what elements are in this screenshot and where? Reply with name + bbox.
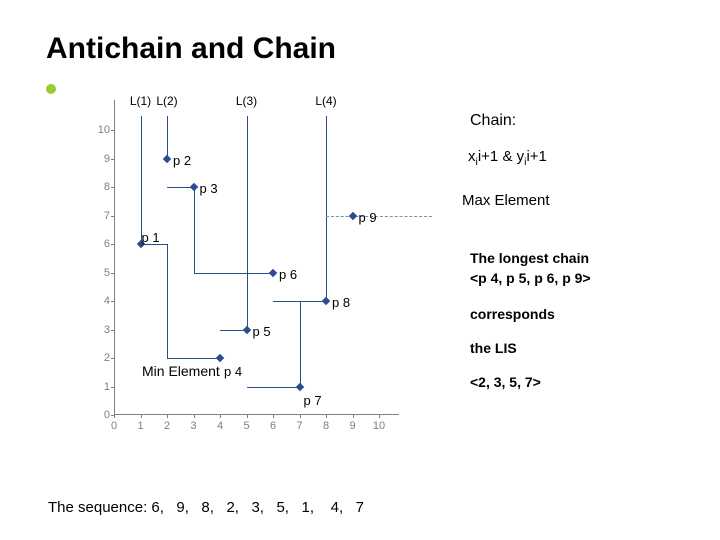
point-p3	[189, 183, 197, 191]
x-tick-mark	[220, 415, 221, 418]
x-tick: 8	[323, 420, 329, 432]
y-tick: 6	[92, 238, 110, 250]
chain-vline	[326, 116, 327, 301]
x-tick-mark	[353, 415, 354, 418]
chain-hline	[326, 216, 432, 217]
sequence-text: The sequence: 6, 9, 8, 2, 3, 5, 1, 4, 7	[48, 499, 364, 516]
chain-hline	[167, 358, 220, 359]
x-tick-mark	[273, 415, 274, 418]
x-tick: 1	[137, 420, 143, 432]
x-tick-mark	[326, 415, 327, 418]
point-label-p5: p 5	[253, 324, 271, 339]
point-label-p2: p 2	[173, 153, 191, 168]
y-tick: 5	[92, 267, 110, 279]
y-axis	[114, 100, 115, 415]
y-tick: 3	[92, 324, 110, 336]
y-tick-mark	[111, 216, 114, 217]
level-label: L(2)	[156, 94, 177, 108]
point-label-p9: p 9	[359, 210, 377, 225]
point-p6	[269, 268, 277, 276]
x-tick: 4	[217, 420, 223, 432]
chain-vline	[300, 301, 301, 387]
chain-vline	[247, 116, 248, 330]
point-p9	[348, 211, 356, 219]
point-p5	[242, 325, 250, 333]
title-bullet-icon	[46, 84, 56, 94]
point-label-p3: p 3	[200, 181, 218, 196]
level-label: L(1)	[130, 94, 151, 108]
longest-chain-l2: <p 4, p 5, p 6, p 9>	[470, 270, 591, 286]
point-label-p8: p 8	[332, 295, 350, 310]
point-label-p6: p 6	[279, 267, 297, 282]
x-tick: 3	[190, 420, 196, 432]
x-tick-mark	[300, 415, 301, 418]
chart-area: 0 1 2 3 4 5 6 7 8 9 10 0 1 2 3 4 5 6 7 8 9 10 p 1 p 2 p 3 p 4 p 5…	[92, 100, 399, 440]
point-label-p4: p 4	[224, 364, 242, 379]
x-tick: 5	[243, 420, 249, 432]
y-tick-mark	[111, 187, 114, 188]
chain-vline	[167, 244, 168, 358]
y-tick-mark	[111, 330, 114, 331]
level-label: L(4)	[315, 94, 336, 108]
corresponds-label: corresponds	[470, 306, 555, 322]
y-tick-mark	[111, 358, 114, 359]
chain-hline	[273, 301, 326, 302]
point-p4	[216, 354, 224, 362]
max-element-label: Max Element	[462, 192, 550, 209]
x-tick-mark	[247, 415, 248, 418]
y-tick-mark	[111, 244, 114, 245]
chain-vline	[167, 116, 168, 159]
min-element-label: Min Element	[142, 363, 220, 379]
longest-chain-l1: The longest chain	[470, 250, 589, 266]
y-tick: 1	[92, 381, 110, 393]
lis-sequence: <2, 3, 5, 7>	[470, 374, 541, 390]
y-tick: 2	[92, 352, 110, 364]
level-label: L(3)	[236, 94, 257, 108]
y-tick-mark	[111, 387, 114, 388]
point-label-p1: p 1	[142, 230, 160, 245]
y-tick-mark	[111, 159, 114, 160]
chain-vline	[194, 187, 195, 273]
y-tick: 8	[92, 181, 110, 193]
y-tick-mark	[111, 301, 114, 302]
x-tick: 0	[111, 420, 117, 432]
chain-vline	[141, 116, 142, 244]
y-tick: 0	[92, 409, 110, 421]
y-tick: 4	[92, 295, 110, 307]
point-label-p7: p 7	[304, 393, 322, 408]
x-tick-mark	[141, 415, 142, 418]
x-axis	[114, 414, 399, 415]
y-tick: 10	[92, 124, 110, 136]
y-tick-mark	[111, 273, 114, 274]
x-tick-mark	[114, 415, 115, 418]
x-tick: 10	[373, 420, 385, 432]
point-p8	[322, 297, 330, 305]
y-tick-mark	[111, 130, 114, 131]
x-tick: 7	[296, 420, 302, 432]
x-tick-mark	[167, 415, 168, 418]
point-p2	[163, 154, 171, 162]
y-tick: 7	[92, 210, 110, 222]
x-tick: 2	[164, 420, 170, 432]
chain-hline	[194, 273, 274, 274]
x-tick: 9	[349, 420, 355, 432]
chain-hline	[247, 387, 300, 388]
x-tick-mark	[379, 415, 380, 418]
point-p7	[295, 382, 303, 390]
the-lis-label: the LIS	[470, 340, 517, 356]
slide-title: Antichain and Chain	[46, 32, 336, 66]
x-tick-mark	[194, 415, 195, 418]
y-tick: 9	[92, 153, 110, 165]
chain-condition: xii+1 & yii+1	[468, 148, 547, 168]
x-tick: 6	[270, 420, 276, 432]
chain-label: Chain:	[470, 112, 516, 130]
